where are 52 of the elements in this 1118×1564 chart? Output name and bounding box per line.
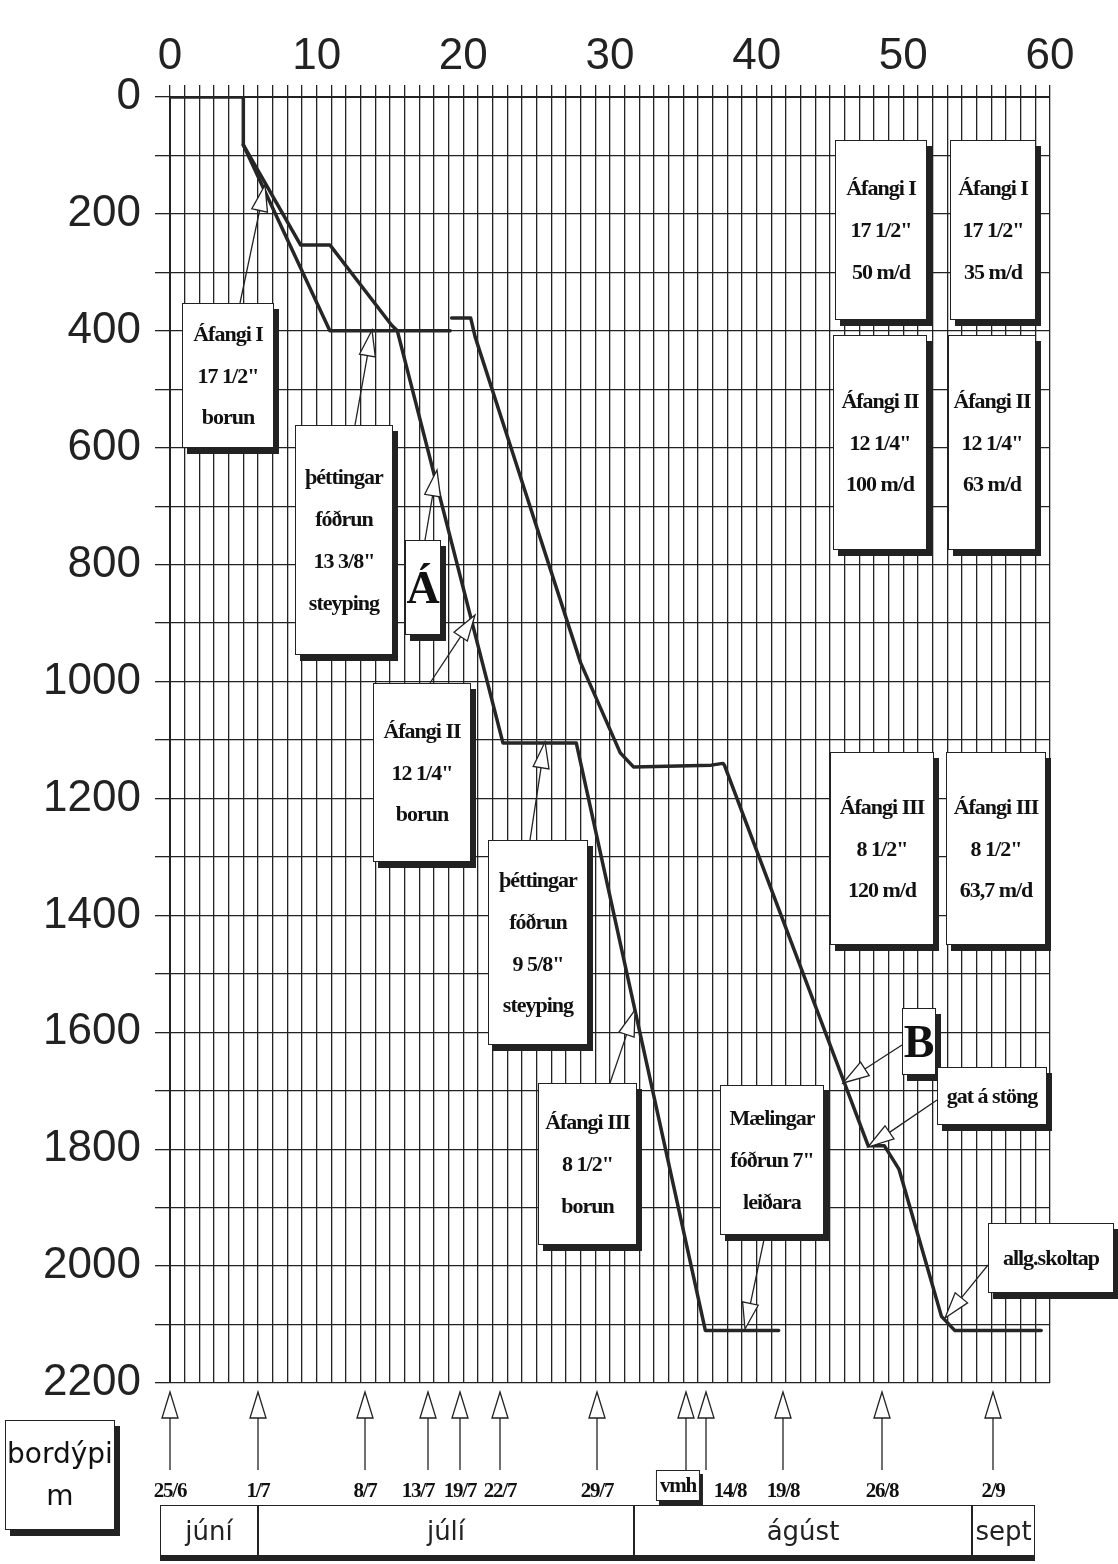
annotation: Áfangi II 12 1/4" 100 m/d — [841, 386, 919, 499]
text: 25/6 — [153, 1478, 187, 1503]
x-tick-label: 40 — [732, 28, 782, 78]
y-tick-label: 0 — [116, 69, 141, 119]
annotation: Áfangi I 17 1/2" 35 m/d — [958, 174, 1028, 286]
y-tick-label: 2200 — [43, 1355, 141, 1405]
text: vmh — [655, 1470, 701, 1501]
x-tick-label: 30 — [585, 28, 635, 78]
text: júlí — [258, 1505, 634, 1561]
y-tick-label: 2000 — [43, 1238, 141, 1288]
text: ágúst — [634, 1505, 972, 1561]
annotation: Áfangi I 17 1/2" 50 m/d — [846, 174, 916, 286]
text: 1/7 — [246, 1478, 270, 1503]
annotation: Áfangi III 8 1/2" 120 m/d — [839, 792, 925, 905]
y-tick-label: 200 — [67, 186, 141, 236]
annotation: gat á stöng — [946, 1082, 1038, 1111]
annotation: þéttingar fóðrun 13 3/8" steyping — [305, 463, 383, 617]
text: 14/8 — [713, 1478, 747, 1503]
annotation: Mælingar fóðrun 7" leiðara — [729, 1104, 815, 1216]
text: 19/7 — [443, 1478, 477, 1503]
annotation: Á — [406, 561, 440, 613]
y-tick-label: 1200 — [43, 770, 141, 820]
x-tick-label: 50 — [878, 28, 928, 78]
annotation: B — [903, 1015, 935, 1067]
text: 29/7 — [580, 1478, 614, 1503]
x-tick-label: 60 — [1025, 28, 1075, 78]
annotation: Áfangi I 17 1/2" borun — [193, 319, 263, 432]
y-tick-label: 1600 — [43, 1004, 141, 1054]
x-tick-label: 20 — [438, 28, 488, 78]
x-tick-label: 0 — [157, 28, 183, 78]
y-tick-label: 1400 — [43, 887, 141, 937]
annotation: Áfangi III 8 1/2" 63,7 m/d — [953, 792, 1039, 905]
text: 2/9 — [981, 1478, 1005, 1503]
y-tick-label: 400 — [67, 302, 141, 352]
y-axis-title: bordýpi m — [7, 1436, 113, 1514]
y-tick-label: 1000 — [43, 653, 141, 703]
text: 13/7 — [401, 1478, 435, 1503]
text: júní — [160, 1505, 258, 1561]
text: 22/7 — [483, 1478, 517, 1503]
text: 8/7 — [353, 1478, 377, 1503]
text: 26/8 — [865, 1478, 899, 1503]
y-tick-label: 800 — [67, 536, 141, 586]
y-tick-label: 600 — [67, 419, 141, 469]
annotation: þéttingar fóðrun 9 5/8" steyping — [499, 865, 577, 1020]
y-tick-label: 1800 — [43, 1121, 141, 1171]
text: sept — [972, 1505, 1035, 1561]
annotation: Áfangi II 12 1/4" 63 m/d — [953, 386, 1031, 499]
x-tick-label: 10 — [292, 28, 342, 78]
annotation: allg.skoltap — [1002, 1244, 1100, 1273]
annotation: Áfangi II 12 1/4" borun — [383, 716, 461, 829]
text: 19/8 — [766, 1478, 800, 1503]
annotation: Áfangi III 8 1/2" borun — [545, 1108, 630, 1220]
